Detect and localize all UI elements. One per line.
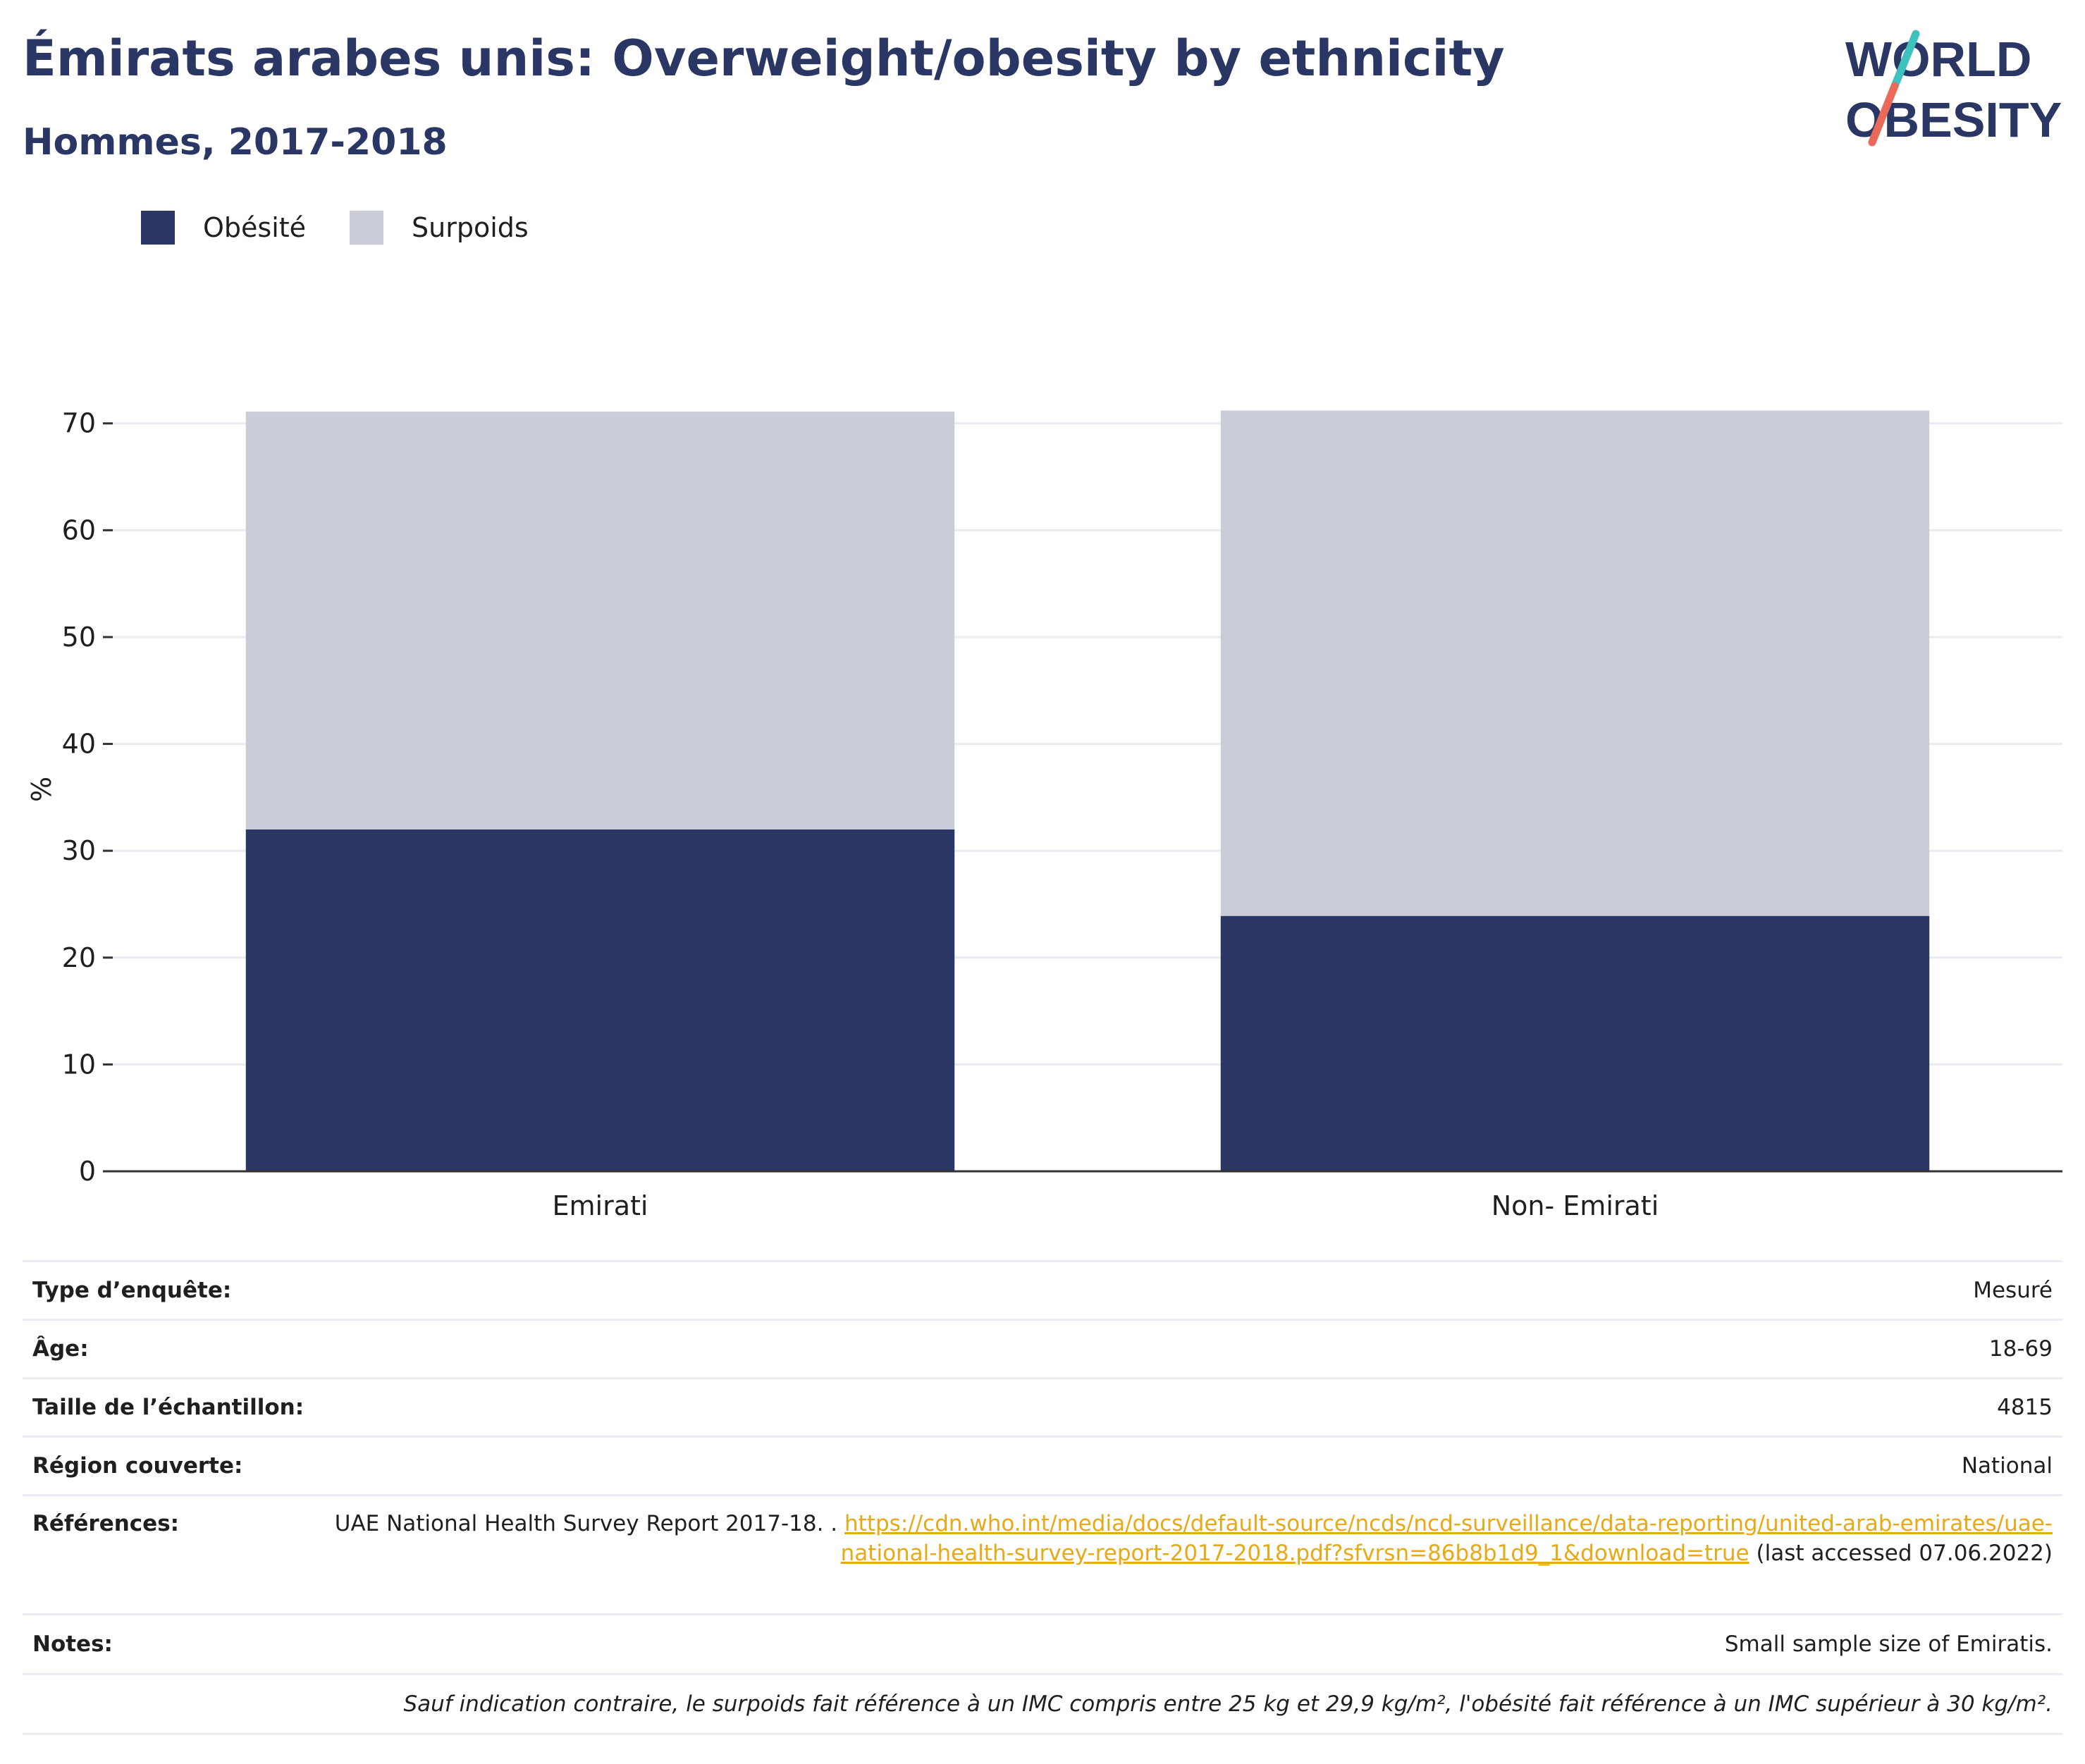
info-label-survey-type: Type d’enquête: bbox=[23, 1260, 314, 1320]
bar-obesite-0 bbox=[245, 829, 955, 1171]
y-tick-label: 50 bbox=[62, 622, 96, 653]
info-row-references: Références: UAE National Health Survey R… bbox=[23, 1494, 2062, 1615]
y-tick-label: 60 bbox=[62, 514, 96, 545]
bar-chart: 0 10 20 30 40 50 60 70% Emirati Non- Emirati bbox=[26, 408, 2062, 1221]
info-value-region: National bbox=[314, 1436, 2062, 1495]
info-row-age: Âge: 18-69 bbox=[23, 1319, 2062, 1378]
info-row-sample-size: Taille de l’échantillon: 4815 bbox=[23, 1377, 2062, 1437]
bar-obesite-1 bbox=[1220, 915, 1930, 1171]
legend-item-surpoids: Surpoids bbox=[350, 211, 529, 245]
page-subtitle: Hommes, 2017-2018 bbox=[23, 121, 448, 164]
info-value-references: UAE National Health Survey Report 2017-1… bbox=[314, 1494, 2062, 1615]
y-tick-label: 10 bbox=[62, 1049, 96, 1080]
info-value-age: 18-69 bbox=[314, 1319, 2062, 1378]
info-row-survey-type: Type d’enquête: Mesuré bbox=[23, 1260, 2062, 1320]
chart-legend: Obésité Surpoids bbox=[141, 210, 572, 245]
reference-accessed: (last accessed 07.06.2022) bbox=[1756, 1541, 2053, 1566]
y-tick-label: 0 bbox=[79, 1156, 96, 1187]
legend-label-obesite: Obésité bbox=[203, 212, 307, 243]
footnote: Sauf indication contraire, le surpoids f… bbox=[23, 1673, 2062, 1735]
world-obesity-logo: WORLD OBESITY bbox=[1845, 30, 2062, 147]
reference-text: UAE National Health Survey Report 2017-1… bbox=[334, 1511, 838, 1536]
x-tick-label: Non- Emirati bbox=[1492, 1190, 1659, 1221]
y-tick-label: 40 bbox=[62, 729, 96, 760]
legend-item-obesite: Obésité bbox=[141, 211, 306, 245]
info-value-sample-size: 4815 bbox=[314, 1377, 2062, 1437]
legend-swatch-surpoids bbox=[350, 211, 384, 245]
reference-link[interactable]: https://cdn.who.int/media/docs/default-s… bbox=[840, 1511, 2053, 1566]
info-label-references: Références: bbox=[23, 1494, 314, 1615]
info-label-region: Région couverte: bbox=[23, 1436, 314, 1495]
info-row-notes: Notes: Small sample size of Emiratis. bbox=[23, 1613, 2062, 1674]
page-title: Émirats arabes unis: Overweight/obesity … bbox=[23, 30, 1505, 87]
y-tick-label: 70 bbox=[62, 408, 96, 439]
svg-text:WORLD: WORLD bbox=[1845, 32, 2031, 87]
bar-surpoids-1 bbox=[1220, 410, 1930, 916]
info-value-notes: Small sample size of Emiratis. bbox=[314, 1613, 2062, 1674]
survey-info-table: Type d’enquête: Mesuré Âge: 18-69 Taille… bbox=[23, 1260, 2062, 1735]
y-tick-label: 20 bbox=[62, 942, 96, 973]
info-row-region: Région couverte: National bbox=[23, 1436, 2062, 1495]
legend-swatch-obesite bbox=[141, 211, 175, 245]
bar-surpoids-0 bbox=[245, 412, 955, 829]
info-label-notes: Notes: bbox=[23, 1613, 314, 1674]
y-tick-label: 30 bbox=[62, 835, 96, 866]
info-label-age: Âge: bbox=[23, 1319, 314, 1378]
info-value-survey-type: Mesuré bbox=[314, 1260, 2062, 1320]
x-tick-label: Emirati bbox=[553, 1190, 648, 1221]
info-label-sample-size: Taille de l’échantillon: bbox=[23, 1377, 314, 1437]
legend-label-surpoids: Surpoids bbox=[412, 212, 529, 243]
info-row-footnote: Sauf indication contraire, le surpoids f… bbox=[23, 1673, 2062, 1735]
y-axis-label: % bbox=[26, 777, 57, 802]
